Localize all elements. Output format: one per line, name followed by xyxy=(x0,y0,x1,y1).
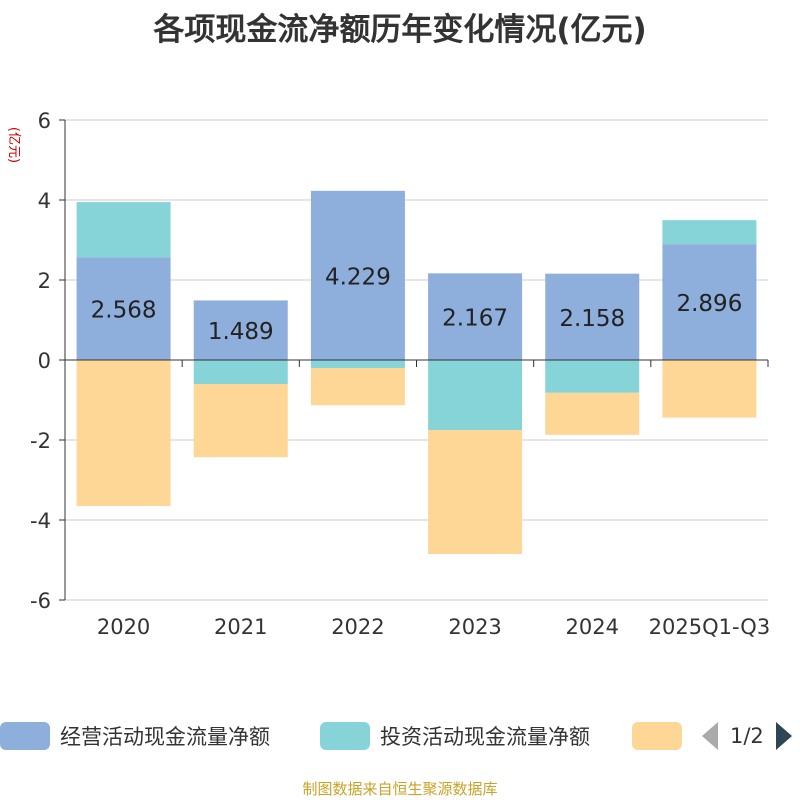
data-source-note: 制图数据来自恒生聚源数据库 xyxy=(302,780,498,798)
x-tick-label: 2022 xyxy=(331,615,384,639)
y-tick-label: 0 xyxy=(38,349,51,373)
bar-series-2-2025Q1-Q3[interactable] xyxy=(662,360,757,418)
x-tick-label: 2020 xyxy=(97,615,150,639)
y-tick-label: -6 xyxy=(30,589,51,613)
bar-series-0-2023[interactable] xyxy=(428,273,523,360)
legend-swatch-operating xyxy=(0,722,50,750)
x-tick-label: 2023 xyxy=(448,615,501,639)
bar-series-0-2021[interactable] xyxy=(193,300,288,360)
chart-plot: (亿元) 2.568 1.489 4.229 2.167 2.158 2.896 -6 -4… xyxy=(6,109,770,639)
bar-series-2-2022[interactable] xyxy=(310,368,405,406)
data-label: 2.896 xyxy=(676,291,742,317)
data-label: 2.568 xyxy=(91,298,157,324)
legend-label-operating: 经营活动现金流量净额 xyxy=(60,725,270,749)
bar-series-0-2024[interactable] xyxy=(545,273,640,360)
data-label: 2.158 xyxy=(559,306,625,332)
bar-series-1-2020[interactable] xyxy=(76,202,171,258)
x-tick-label: 2021 xyxy=(214,615,267,639)
y-axis-label: (亿元) xyxy=(6,127,21,163)
bar-series-1-2024[interactable] xyxy=(545,360,640,393)
bar-series-0-2022[interactable] xyxy=(310,190,405,360)
y-tick-label: -4 xyxy=(30,509,51,533)
x-tick-label: 2025Q1-Q3 xyxy=(649,615,771,639)
y-tick-label: 6 xyxy=(38,109,51,133)
legend-item-investing[interactable]: 投资活动现金流量净额 xyxy=(320,716,590,756)
bar-series-2-2021[interactable] xyxy=(193,384,288,458)
bar-series-0-2020[interactable] xyxy=(76,257,171,360)
bar-series-0-2025Q1-Q3[interactable] xyxy=(662,244,757,360)
legend-label-investing: 投资活动现金流量净额 xyxy=(380,725,590,749)
legend-page-indicator: 1/2 xyxy=(730,724,764,748)
bar-series-2-2020[interactable] xyxy=(76,360,171,506)
data-label: 1.489 xyxy=(208,319,274,345)
legend-item-financing[interactable] xyxy=(632,716,682,756)
chart-title: 各项现金流净额历年变化情况(亿元) xyxy=(153,12,647,48)
data-label: 2.167 xyxy=(442,306,508,332)
bar-series-1-2022[interactable] xyxy=(310,360,405,368)
bar-series-2-2024[interactable] xyxy=(545,392,640,435)
legend-swatch-financing xyxy=(632,722,682,750)
bars-group: 2.568 1.489 4.229 2.167 2.158 2.896 xyxy=(76,190,757,554)
legend-swatch-investing xyxy=(320,722,370,750)
bar-series-1-2021[interactable] xyxy=(193,360,288,384)
legend-pager: 1/2 xyxy=(702,716,792,756)
y-tick-label: 4 xyxy=(38,189,51,213)
y-tick-label: 2 xyxy=(38,269,51,293)
axes-group: -6 -4 -2 0 2 4 6 2020 2021 2022 2023 2024 2025Q1-Q3 xyxy=(30,109,770,639)
legend: 经营活动现金流量净额 投资活动现金流量净额 1/2 xyxy=(0,716,800,756)
x-tick-label: 2024 xyxy=(566,615,619,639)
chevron-right-icon[interactable] xyxy=(775,722,792,750)
y-tick-label: -2 xyxy=(30,429,51,453)
data-label: 4.229 xyxy=(325,264,391,290)
bar-series-1-2023[interactable] xyxy=(428,360,523,430)
bar-series-1-2025Q1-Q3[interactable] xyxy=(662,220,757,245)
bar-series-2-2023[interactable] xyxy=(428,430,523,554)
chevron-left-icon[interactable] xyxy=(702,722,718,750)
legend-item-operating[interactable]: 经营活动现金流量净额 xyxy=(0,716,270,756)
